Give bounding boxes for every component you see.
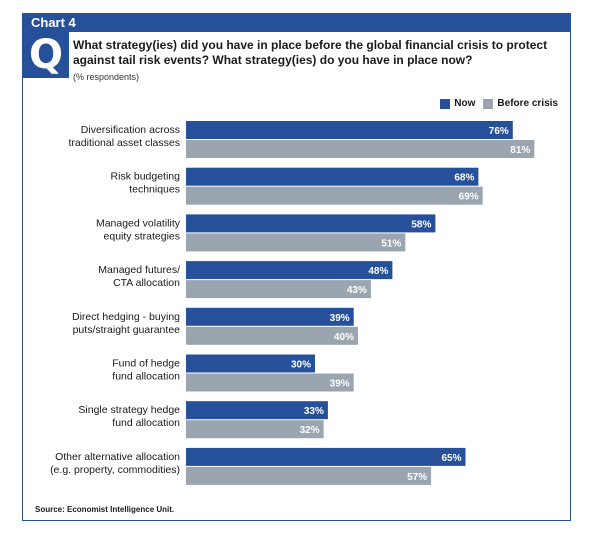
value-label-now: 30% [291, 360, 311, 371]
category-label: Risk budgeting techniques [111, 171, 181, 196]
legend-swatch-now [440, 98, 451, 109]
value-label-now: 68% [454, 173, 474, 184]
legend-swatch-before [483, 98, 494, 109]
legend-item-now: Now [440, 98, 475, 109]
legend-item-before: Before crisis [483, 98, 558, 109]
chart-subtitle: (% respondents) [73, 72, 140, 82]
bar-before-crisis [186, 420, 324, 439]
category-label: Fund of hedge fund allocation [112, 358, 180, 383]
bar-before-crisis [186, 373, 354, 392]
bar-before-crisis [186, 280, 371, 299]
value-label-now: 58% [411, 219, 431, 230]
bar-before-crisis [186, 186, 483, 205]
bar-now [186, 261, 393, 280]
bar-now [186, 214, 436, 233]
value-label-before-crisis: 81% [510, 145, 530, 156]
question-mark-icon: Q [23, 32, 69, 78]
value-label-now: 33% [304, 406, 324, 417]
value-label-before-crisis: 32% [300, 425, 320, 436]
category-label: Diversification across traditional asset … [69, 124, 180, 149]
legend-label-now: Now [454, 98, 476, 109]
category-label: Managed volatility equity strategies [96, 217, 181, 242]
category-label: Managed futures/CTA allocation [98, 264, 180, 289]
value-label-before-crisis: 39% [330, 379, 350, 390]
question-title: What strategy(ies) did you have in place… [73, 38, 548, 67]
value-label-now: 65% [441, 453, 461, 464]
category-label: Direct hedging - buying puts/straight gua… [72, 311, 180, 336]
category-label: Other alternative allocation (e.g. proper… [50, 451, 180, 476]
bar-now [186, 354, 315, 373]
value-label-before-crisis: 51% [381, 238, 401, 249]
bar-before-crisis [186, 466, 432, 485]
value-label-before-crisis: 43% [347, 285, 367, 296]
category-label: Single strategy hedge fund allocation [78, 404, 180, 429]
value-label-now: 39% [330, 313, 350, 324]
source-note: Source: Economist Intelligence Unit. [35, 505, 175, 514]
bar-now [186, 401, 328, 420]
header-band [23, 14, 570, 32]
bar-now [186, 447, 466, 466]
value-label-before-crisis: 69% [459, 192, 479, 203]
bar-now [186, 307, 354, 326]
bar-before-crisis [186, 140, 535, 158]
value-label-before-crisis: 57% [407, 472, 427, 483]
value-label-now: 48% [368, 266, 388, 277]
bar-before-crisis [186, 326, 358, 345]
bar-before-crisis [186, 233, 406, 252]
legend: Now Before crisis [432, 98, 558, 109]
bar-now [186, 121, 513, 139]
value-label-before-crisis: 40% [334, 332, 354, 343]
value-label-now: 76% [489, 126, 509, 137]
chart-number-label: Chart 4 [31, 15, 76, 30]
bar-now [186, 167, 479, 186]
legend-label-before: Before crisis [497, 98, 558, 109]
